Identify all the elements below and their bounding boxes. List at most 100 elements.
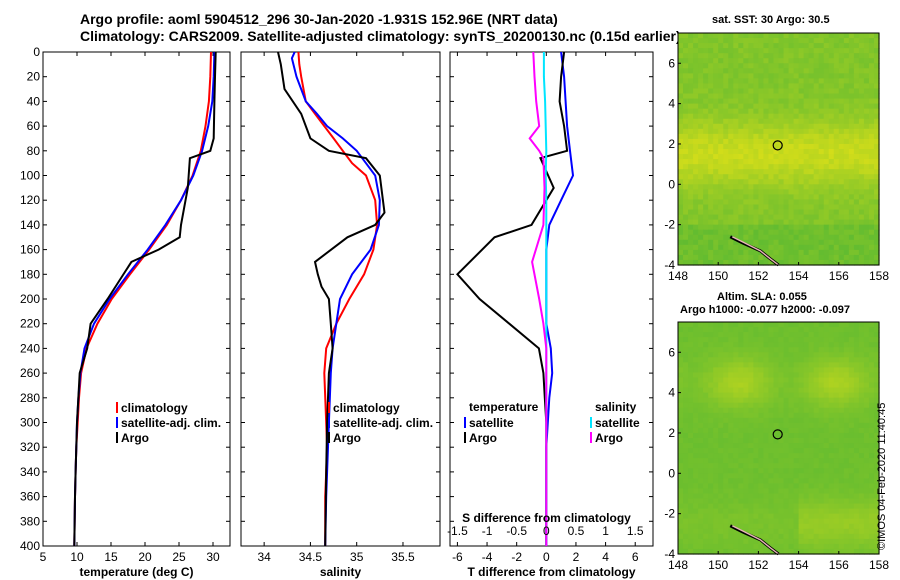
xtick-label-salinity: 35 [350, 550, 364, 564]
sst-map-title: sat. SST: 30 Argo: 30.5 [712, 14, 830, 26]
legend-s-argo-label: Argo [595, 431, 623, 445]
xtick-label-difference: -4 [482, 550, 493, 564]
sla-ytick-label: 6 [668, 345, 675, 359]
depth-tick-label: 320 [20, 440, 40, 454]
series-t-satellite [545, 51, 575, 546]
sst-ytick-label: -4 [664, 258, 675, 272]
sla-island-land [731, 525, 779, 555]
xtick-label-salinity: 35.5 [391, 550, 415, 564]
depth-tick-label: 360 [20, 490, 40, 504]
sst-xtick-label: 152 [748, 269, 768, 283]
series-t-argo [456, 51, 569, 546]
sst-xtick-label: 158 [869, 269, 889, 283]
depth-tick-label: 380 [20, 514, 40, 528]
xtick-label-salinity: 34 [257, 550, 271, 564]
legend-label-temperature: Argo [121, 431, 149, 445]
xtick-label-temperature: 10 [70, 550, 84, 564]
depth-tick-label: 20 [27, 70, 41, 84]
xlabel-temperature: temperature (deg C) [79, 565, 193, 579]
sla-ytick-label: 2 [668, 426, 675, 440]
xtick-label-temperature: 15 [104, 550, 118, 564]
xtick-label-temperature: 5 [40, 550, 47, 564]
depth-tick-label: 200 [20, 292, 40, 306]
s-xtick-label: -1.5 [447, 524, 468, 538]
depth-tick-label: 60 [27, 119, 41, 133]
sst-xtick-label: 148 [668, 269, 688, 283]
sla-xtick-label: 150 [708, 558, 728, 572]
depth-tick-label: 340 [20, 465, 40, 479]
xtick-label-difference: -6 [452, 550, 463, 564]
xtick-label-temperature: 30 [206, 550, 220, 564]
legend-s-satellite-label: satellite [595, 416, 640, 430]
depth-tick-label: 180 [20, 267, 40, 281]
sla-map-frame [677, 321, 880, 555]
legend-label-salinity: Argo [333, 431, 361, 445]
series-salinity-satellite-adj--clim- [290, 51, 381, 547]
xlabel-difference: T difference from climatology [467, 565, 635, 579]
legend-salinity-title: salinity [595, 400, 637, 414]
series-temperature-argo [73, 51, 217, 547]
depth-tick-label: 120 [20, 193, 40, 207]
legend-temperature-title: temperature [469, 400, 539, 414]
sst-xtick-label: 156 [829, 269, 849, 283]
plot-title-line1: Argo profile: aoml 5904512_296 30-Jan-20… [80, 11, 558, 27]
legend-t-argo-label: Argo [469, 431, 497, 445]
xtick-label-difference: 6 [632, 550, 639, 564]
legend-label-temperature: satellite-adj. clim. [121, 416, 221, 430]
xtick-label-difference: -2 [511, 550, 522, 564]
s-xtick-label: -1 [482, 524, 493, 538]
imos-timestamp: ©IMOS 04-Feb-2020 11:40:45 [876, 402, 888, 550]
xtick-label-difference: 2 [573, 550, 580, 564]
sla-map-subtitle: Argo h1000: -0.077 h2000: -0.097 [680, 304, 850, 316]
sla-ytick-label: -2 [664, 507, 675, 521]
sst-ytick-label: 0 [668, 177, 675, 191]
plot-title-line2: Climatology: CARS2009. Satellite-adjuste… [80, 28, 681, 44]
depth-tick-label: 260 [20, 366, 40, 380]
sla-map [678, 322, 880, 555]
sst-float-marker [772, 140, 783, 151]
legend-label-salinity: satellite-adj. clim. [333, 416, 433, 430]
s-xtick-label: -0.5 [506, 524, 527, 538]
sla-ytick-label: 4 [668, 386, 675, 400]
xtick-label-difference: 4 [602, 550, 609, 564]
series-temperature-climatology [73, 51, 212, 547]
legend-t-satellite-label: satellite [469, 416, 514, 430]
sst-ytick-label: 4 [668, 97, 675, 111]
sla-xtick-label: 152 [748, 558, 768, 572]
s-xtick-label: 0.5 [568, 524, 585, 538]
sla-map-title: Altim. SLA: 0.055 [717, 291, 807, 303]
sla-xtick-label: 158 [869, 558, 889, 572]
depth-tick-label: 240 [20, 341, 40, 355]
sst-xtick-label: 150 [708, 269, 728, 283]
s-xtick-label: 1.5 [627, 524, 644, 538]
sst-ytick-label: -2 [664, 218, 675, 232]
sla-xtick-label: 156 [829, 558, 849, 572]
xtick-label-difference: 0 [543, 550, 550, 564]
s-xlabel: S difference from climatology [462, 511, 631, 525]
depth-tick-label: 80 [27, 144, 41, 158]
sla-xtick-label: 148 [668, 558, 688, 572]
depth-tick-label: 220 [20, 317, 40, 331]
sla-xtick-label: 154 [789, 558, 809, 572]
depth-tick-label: 280 [20, 391, 40, 405]
xtick-label-temperature: 25 [172, 550, 186, 564]
xlabel-salinity: salinity [320, 565, 362, 579]
xtick-label-salinity: 34.5 [299, 550, 323, 564]
sst-ytick-label: 6 [668, 56, 675, 70]
depth-tick-label: 40 [27, 94, 41, 108]
sst-xtick-label: 154 [789, 269, 809, 283]
depth-tick-label: 300 [20, 416, 40, 430]
depth-tick-label: 100 [20, 169, 40, 183]
sst-island-land [731, 236, 779, 266]
sst-map-frame [677, 32, 880, 266]
s-xtick-label: 0 [543, 524, 550, 538]
depth-tick-label: 0 [33, 45, 40, 59]
series-s-argo [528, 51, 548, 546]
depth-tick-label: 140 [20, 218, 40, 232]
legend-label-salinity: climatology [333, 401, 400, 415]
series-salinity-climatology [297, 51, 379, 546]
legend-label-temperature: climatology [121, 401, 188, 415]
xtick-label-temperature: 20 [138, 550, 152, 564]
sla-ytick-label: -4 [664, 547, 675, 561]
depth-tick-label: 400 [20, 539, 40, 553]
